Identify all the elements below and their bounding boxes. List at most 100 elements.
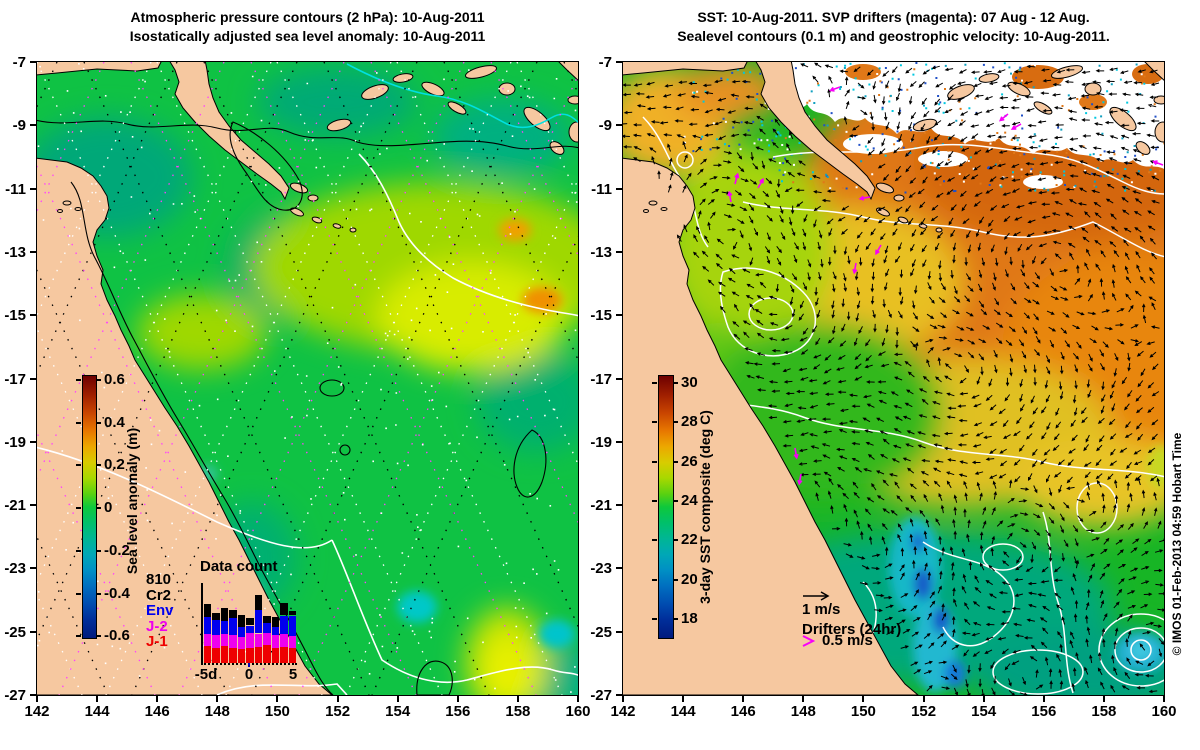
colorbar-tick-label: 28 — [681, 413, 698, 431]
sea-level-anomaly-map — [36, 61, 579, 696]
x-axis-tick — [276, 695, 279, 702]
y-axis-tick-label: -7 — [12, 54, 26, 71]
histogram-bar-Env — [271, 627, 280, 635]
y-axis-tick-label: -9 — [598, 117, 612, 135]
drifters-legend-label: Drifters (24hr) — [802, 621, 902, 638]
histogram-bar-Cr2 — [237, 614, 246, 627]
colorbar-tick — [76, 464, 81, 467]
y-axis-tick-label: -25 — [590, 623, 612, 641]
y-axis-tick — [616, 377, 623, 380]
y-axis-tick-label: -11 — [591, 180, 612, 198]
y-axis-tick-label: -9 — [12, 117, 26, 135]
histogram-bar-J-2 — [288, 635, 297, 648]
sst-colorbar — [658, 375, 674, 639]
histogram-bar-Env — [288, 615, 297, 636]
y-axis-tick — [616, 440, 623, 443]
sst-map — [622, 61, 1165, 696]
histogram-bar-J-2 — [271, 634, 280, 648]
x-axis-tick-label: 152 — [911, 703, 937, 720]
histogram-bar-J-1 — [203, 646, 212, 663]
histogram-bar-Cr2 — [212, 612, 220, 620]
hist-xlabel-zero: 0 — [244, 666, 254, 683]
velocity-arrow-field — [623, 62, 1164, 695]
colorbar-tick — [652, 382, 657, 384]
colorbar-tick — [96, 421, 101, 424]
colorbar-tick — [652, 421, 657, 424]
colorbar-tick — [96, 379, 101, 381]
data-count-title: Data count — [200, 558, 278, 575]
y-axis-tick — [30, 377, 37, 380]
colorbar-tick — [652, 460, 657, 463]
colorbar-tick — [673, 617, 678, 620]
x-axis-tick — [742, 695, 745, 702]
x-axis-tick — [802, 695, 805, 702]
x-axis-tick-label: 158 — [505, 703, 531, 720]
x-axis-tick-label: 146 — [730, 703, 756, 720]
colorbar-tick — [673, 578, 678, 581]
colorbar-tick — [673, 539, 678, 542]
x-axis-tick — [396, 695, 399, 702]
histogram-bar-Cr2 — [280, 603, 288, 616]
histogram-bar-Cr2 — [246, 617, 254, 626]
sla-field-spots — [196, 219, 575, 648]
drifter-arrow-icon — [802, 635, 816, 647]
x-axis-tick-label: 156 — [445, 703, 471, 720]
y-axis-tick-label: -11 — [5, 180, 26, 198]
x-axis-tick-label: 142 — [24, 703, 50, 720]
right-panel-title-line1: SST: 10-Aug-2011. SVP drifters (magenta)… — [697, 9, 1090, 25]
y-axis-tick-label: -25 — [4, 623, 26, 641]
y-axis-tick — [616, 504, 623, 507]
x-axis-tick-label: 154 — [971, 703, 997, 720]
y-axis-tick-label: -23 — [4, 560, 26, 578]
velocity-scale-label: 1 m/s — [802, 601, 841, 618]
left-panel-title-line2: Isostatically adjusted sea level anomaly… — [129, 28, 486, 44]
histogram-bar-Env — [212, 619, 220, 635]
drifter-scale-label: 0.5 m/s — [822, 632, 873, 649]
x-axis-tick — [516, 695, 519, 702]
x-axis-tick-label: 146 — [144, 703, 170, 720]
colorbar-tick-label: 18 — [681, 609, 698, 627]
x-axis-tick-label: 144 — [670, 703, 696, 720]
colorbar-tick — [96, 507, 101, 510]
colorbar-tick — [652, 578, 657, 581]
geostrophic-velocity-arrows — [623, 62, 1164, 695]
sla-colorbar-title: Sea level anomaly (m) — [124, 427, 140, 575]
hist-xlabel-five: 5 — [288, 666, 298, 683]
x-axis-tick-label: 150 — [264, 703, 290, 720]
satellite-legend-item: J-1 — [146, 633, 168, 650]
y-axis-tick-label: -13 — [4, 243, 26, 261]
x-axis-tick — [862, 695, 865, 702]
colorbar-tick — [96, 464, 101, 467]
x-axis-tick — [1163, 695, 1165, 702]
colorbar-tick — [673, 421, 678, 424]
x-axis-tick — [922, 695, 925, 702]
y-axis-tick-label: -27 — [590, 687, 612, 704]
histogram-bar-Cr2 — [203, 604, 212, 617]
colorbar-tick — [76, 379, 81, 381]
histogram-bar-Env — [220, 621, 229, 635]
histogram-bar-J-1 — [212, 647, 220, 663]
y-axis-tick — [616, 630, 623, 633]
histogram-bar-J-1 — [246, 647, 254, 663]
x-axis-tick-label: 148 — [790, 703, 816, 720]
y-axis-tick — [616, 187, 623, 190]
x-axis-tick-label: 160 — [565, 703, 591, 720]
x-axis-tick — [982, 695, 985, 702]
y-axis-tick-label: -19 — [590, 433, 612, 451]
y-axis-tick — [616, 61, 623, 63]
histogram-bar-Cr2 — [220, 608, 229, 622]
histogram-bar-Env — [237, 627, 246, 638]
left-panel-title-line1: Atmospheric pressure contours (2 hPa): 1… — [130, 9, 485, 25]
histogram-bar-J-2 — [263, 632, 271, 645]
sst-map-canvas — [623, 62, 1164, 695]
x-axis-tick-label: 152 — [325, 703, 351, 720]
histogram-bar-J-2 — [237, 637, 246, 650]
satellite-legend-item: Cr2 — [146, 586, 172, 604]
y-axis-tick — [30, 630, 37, 633]
colorbar-tick-label: 0.4 — [104, 413, 125, 431]
y-axis-tick — [616, 124, 623, 127]
x-axis-tick-label: 158 — [1091, 703, 1117, 720]
histogram-bar-Env — [263, 622, 271, 633]
satellite-legend-item: 810 — [146, 571, 172, 588]
